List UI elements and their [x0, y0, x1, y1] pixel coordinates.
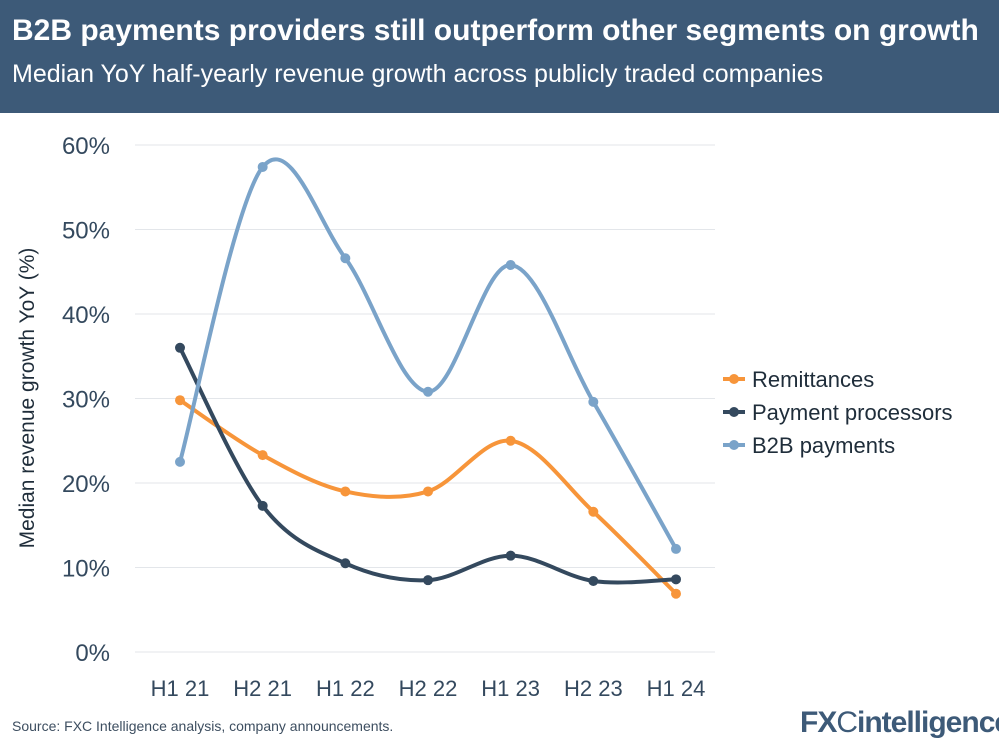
data-point [423, 486, 433, 497]
y-tick-label: 50% [62, 218, 110, 245]
legend-marker [729, 440, 739, 450]
header: B2B payments providers still outperform … [0, 0, 999, 113]
legend-label: Payment processors [752, 400, 953, 425]
y-tick-label: 60% [62, 133, 110, 160]
data-point [671, 588, 681, 599]
source-note: Source: FXC Intelligence analysis, compa… [12, 718, 394, 734]
data-point [423, 575, 433, 586]
data-point [340, 253, 351, 264]
data-point [175, 342, 185, 353]
data-point [505, 550, 516, 561]
y-axis-label: Median revenue growth YoY (%) [16, 248, 39, 549]
data-point [175, 456, 185, 467]
x-tick-label: H1 24 [647, 676, 706, 701]
x-tick-label: H1 23 [481, 676, 540, 701]
data-point [588, 396, 599, 407]
legend-label: Remittances [752, 367, 874, 392]
data-point [671, 574, 681, 585]
series-line [178, 345, 678, 585]
data-point [257, 500, 268, 511]
x-tick-label: H1 22 [316, 676, 375, 701]
legend-marker [729, 407, 739, 417]
data-point [423, 386, 433, 397]
legend-label: B2B payments [752, 433, 895, 458]
y-tick-label: 40% [62, 302, 110, 329]
data-point [340, 558, 351, 569]
data-point [257, 161, 268, 172]
series-line [178, 157, 678, 551]
y-tick-label: 0% [75, 640, 110, 667]
x-tick-label: H2 23 [564, 676, 623, 701]
x-tick-label: H2 21 [233, 676, 292, 701]
legend-marker [729, 374, 739, 384]
data-point [505, 259, 516, 270]
y-tick-label: 20% [62, 471, 110, 498]
data-point [505, 435, 516, 446]
data-point [588, 576, 599, 587]
data-point [257, 450, 268, 461]
y-tick-label: 10% [62, 556, 110, 583]
data-point [175, 395, 185, 406]
data-point [340, 486, 351, 497]
y-tick-label: 30% [62, 387, 110, 414]
data-point [588, 506, 599, 517]
x-tick-label: H1 21 [151, 676, 210, 701]
x-tick-label: H2 22 [399, 676, 458, 701]
chart-title: B2B payments providers still outperform … [12, 14, 979, 47]
chart-subtitle: Median YoY half-yearly revenue growth ac… [12, 60, 824, 88]
data-point [671, 543, 681, 554]
fxc-logo: FXCintelligence [800, 706, 999, 739]
